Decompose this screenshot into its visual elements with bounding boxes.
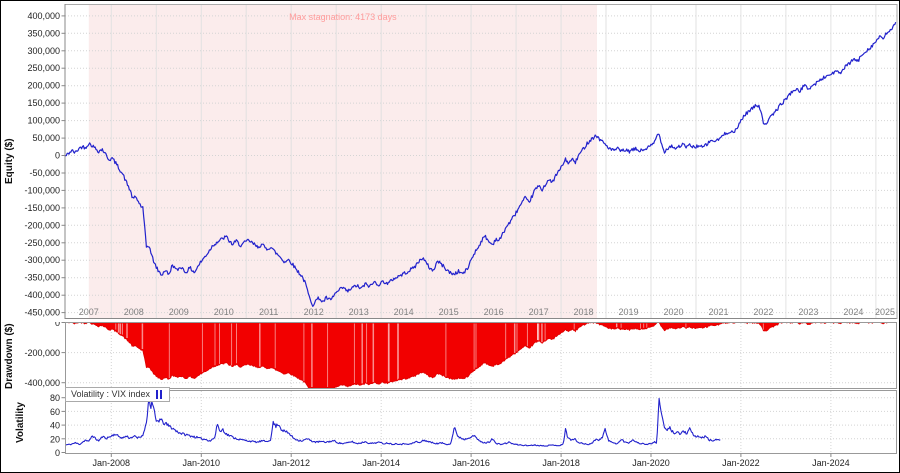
equity-line	[65, 21, 897, 307]
equity-year-label: 2025	[875, 307, 895, 317]
equity-year-label: 2018	[573, 307, 593, 317]
equity-year-label: 2020	[663, 307, 683, 317]
equity-ytick: 100,000	[27, 116, 60, 126]
drawdown-chart: 0 -200,000 -400,000	[24, 322, 897, 389]
volatility-ytick: 0	[55, 448, 60, 458]
volatility-ytick: 60	[50, 407, 60, 417]
time-axis-label: Jan-2024	[812, 458, 850, 468]
equity-year-label: 2021	[708, 307, 728, 317]
equity-year-label: 2010	[214, 307, 234, 317]
equity-ytick: 50,000	[32, 133, 60, 143]
equity-ytick: 150,000	[27, 98, 60, 108]
equity-axis-title: Equity ($)	[4, 138, 15, 184]
time-axis-label: Jan-2016	[452, 458, 490, 468]
equity-year-label: 2009	[169, 307, 189, 317]
equity-year-label: 2015	[439, 307, 459, 317]
stagnation-label: Max stagnation: 4173 days	[289, 12, 397, 22]
equity-year-label: 2023	[798, 307, 818, 317]
time-axis-label: Jan-2018	[542, 458, 580, 468]
time-axis-label: Jan-2008	[93, 458, 131, 468]
equity-ytick: 250,000	[27, 63, 60, 73]
volatility-ytick: 80	[50, 393, 60, 403]
equity-ytick: -150,000	[24, 203, 60, 213]
volatility-chart: 80 60 40 20 0 Jan-2008 Jan-2010 Jan-2012 Jan-201…	[50, 390, 897, 468]
drawdown-ytick: -200,000	[24, 348, 60, 358]
drawdown-area	[65, 322, 896, 389]
equity-year-label: 2022	[753, 307, 773, 317]
time-axis-label: Jan-2012	[272, 458, 310, 468]
equity-year-label: 2008	[124, 307, 144, 317]
equity-ytick: -350,000	[24, 273, 60, 283]
equity-year-label: 2014	[394, 307, 414, 317]
equity-ytick: 300,000	[27, 46, 60, 56]
stagnation-region	[88, 5, 598, 318]
equity-year-label: 2024	[843, 307, 863, 317]
equity-year-label: 2012	[304, 307, 324, 317]
equity-year-label: 2007	[79, 307, 99, 317]
volatility-line	[65, 397, 721, 447]
volatility-legend: Volatility : VIX index	[65, 387, 171, 402]
equity-ytick: -450,000	[24, 308, 60, 318]
volatility-legend-label: Volatility : VIX index	[71, 389, 151, 399]
equity-year-label: 2019	[618, 307, 638, 317]
equity-ytick: -250,000	[24, 238, 60, 248]
equity-ytick: 400,000	[27, 11, 60, 21]
equity-ytick: -50,000	[29, 168, 60, 178]
equity-ytick: -300,000	[24, 255, 60, 265]
volatility-ytick: 20	[50, 434, 60, 444]
equity-ytick: -400,000	[24, 290, 60, 300]
time-axis-label: Jan-2014	[362, 458, 400, 468]
equity-year-label: 2011	[259, 307, 278, 317]
time-axis-label: Jan-2010	[183, 458, 221, 468]
time-axis-label: Jan-2022	[722, 458, 760, 468]
drawdown-axis-title: Drawdown ($)	[4, 323, 15, 389]
drawdown-ytick: -400,000	[24, 378, 60, 388]
volatility-ytick: 40	[50, 421, 60, 431]
equity-year-label: 2016	[484, 307, 504, 317]
equity-year-label: 2017	[529, 307, 549, 317]
drawdown-ytick: 0	[55, 322, 60, 328]
equity-ytick: -100,000	[24, 185, 60, 195]
equity-chart: 400,000 350,000 300,000 250,000 200,000 150,0…	[24, 4, 898, 319]
legend-line-sample-icon	[156, 390, 164, 399]
equity-year-label: 2013	[349, 307, 369, 317]
equity-ytick: 200,000	[27, 81, 60, 91]
equity-ytick: 350,000	[27, 28, 60, 38]
equity-ytick: 0	[55, 151, 60, 161]
time-axis-label: Jan-2020	[632, 458, 670, 468]
equity-ytick: -200,000	[24, 220, 60, 230]
volatility-axis-title: Volatility	[15, 402, 26, 444]
